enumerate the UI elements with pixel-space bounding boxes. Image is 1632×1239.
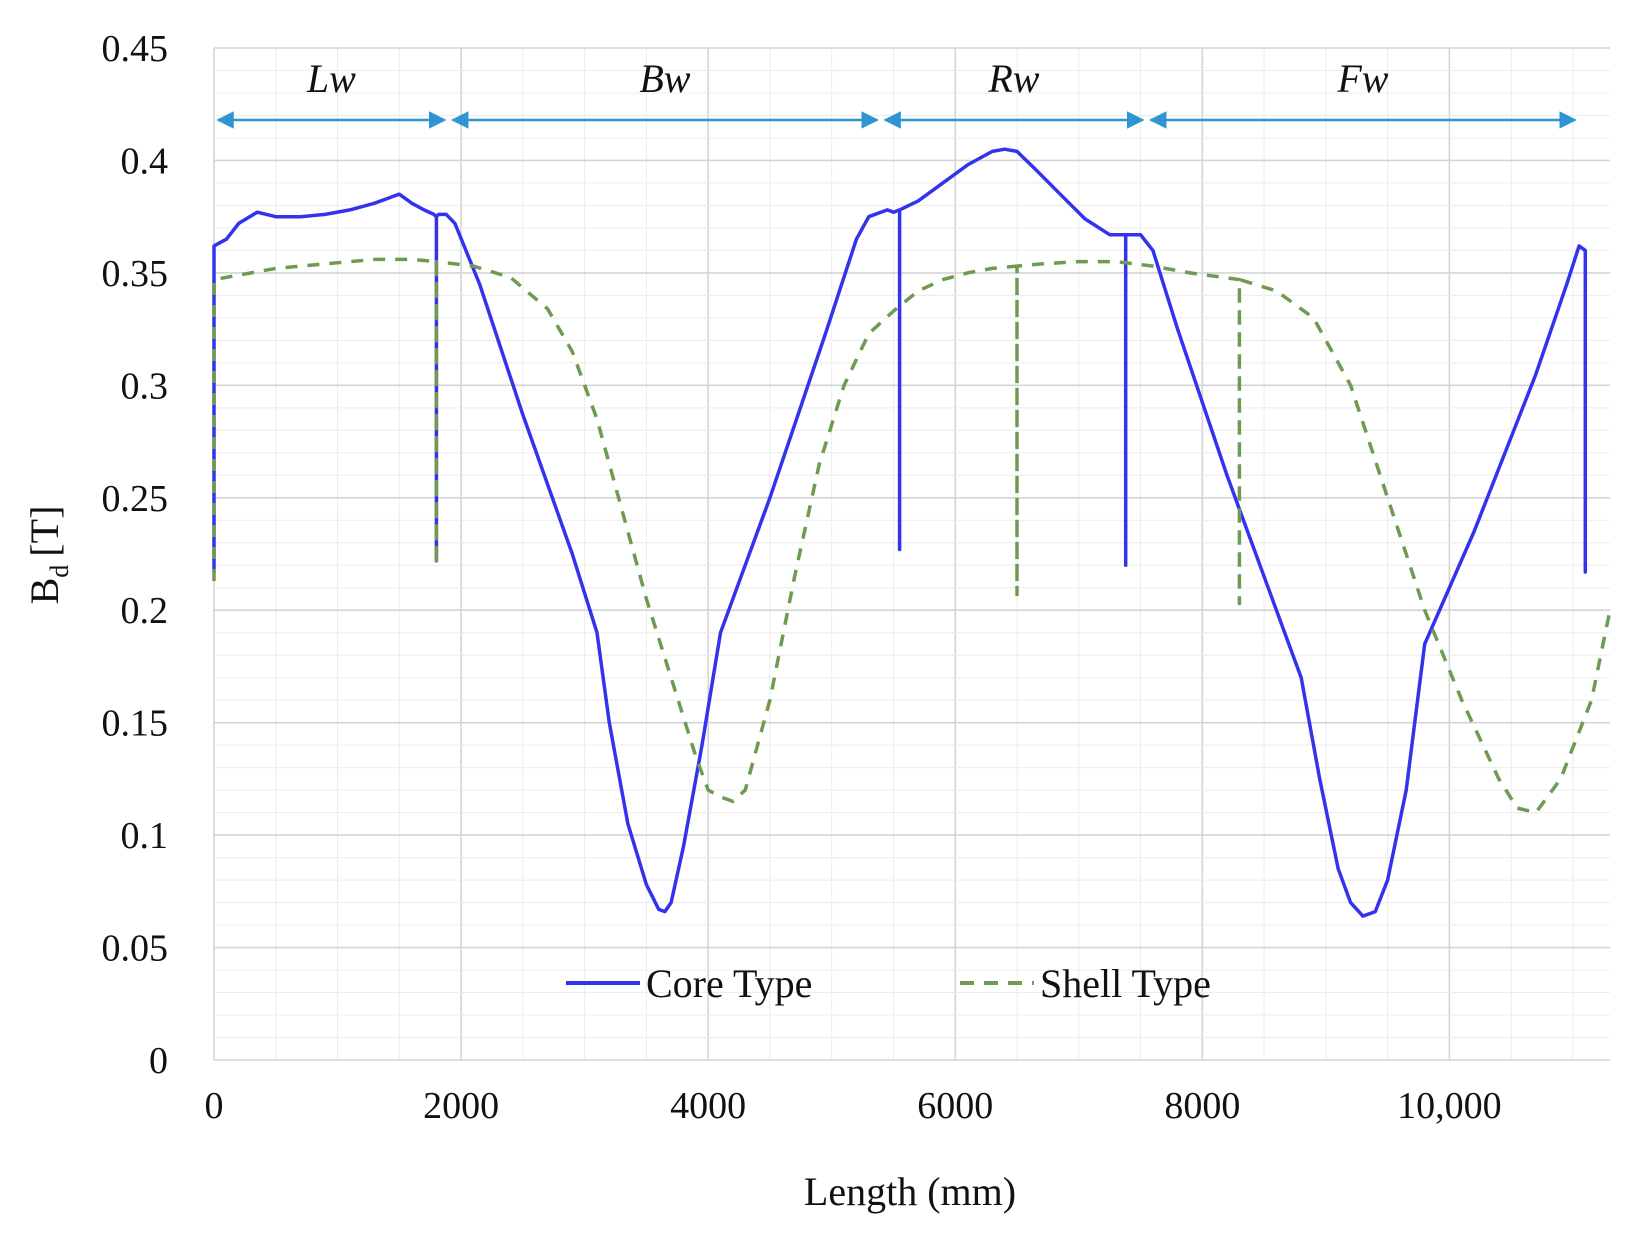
y-tick-label: 0 <box>149 1040 168 1082</box>
plot-background <box>214 48 1610 1060</box>
y-tick-label: 0.05 <box>102 928 169 970</box>
region-label-rw: Rw <box>987 56 1039 101</box>
region-label-fw: Fw <box>1336 56 1388 101</box>
y-tick-label: 0.1 <box>121 815 169 857</box>
x-axis-ticks: 0 2000 4000 6000 8000 10,000 <box>205 1085 1502 1127</box>
y-tick-label: 0.25 <box>102 478 169 520</box>
y-tick-label: 0.45 <box>102 28 169 70</box>
region-label-bw: Bw <box>639 56 690 101</box>
y-tick-label: 0.3 <box>121 365 169 407</box>
x-tick-label: 2000 <box>423 1085 499 1127</box>
y-axis-title-subscript: d <box>45 565 74 578</box>
y-axis-title-unit: [T] <box>22 506 67 557</box>
series-line-core-type <box>212 147 1588 918</box>
legend: Core Type Shell Type <box>566 961 1211 1006</box>
y-axis-title: Bd [T] <box>22 506 74 605</box>
grid <box>213 47 1610 1061</box>
legend-label-core-type: Core Type <box>646 961 812 1006</box>
x-tick-label: 6000 <box>917 1085 993 1127</box>
x-axis-title: Length (mm) <box>804 1169 1016 1214</box>
y-axis-title-main: B <box>22 578 67 605</box>
y-tick-label: 0.15 <box>102 703 169 745</box>
x-tick-label: 8000 <box>1164 1085 1240 1127</box>
x-tick-label: 4000 <box>670 1085 746 1127</box>
y-tick-label: 0.2 <box>121 590 169 632</box>
legend-label-shell-type: Shell Type <box>1040 961 1211 1006</box>
region-annotations: Lw Bw Rw Fw <box>216 56 1577 129</box>
region-label-lw: Lw <box>306 56 356 101</box>
x-tick-label: 0 <box>205 1085 224 1127</box>
y-tick-label: 0.35 <box>102 253 169 295</box>
x-tick-label: 10,000 <box>1397 1085 1502 1127</box>
series-lines <box>212 147 1612 918</box>
y-tick-label: 0.4 <box>121 140 169 182</box>
y-axis-ticks: 0 0.05 0.1 0.15 0.2 0.25 0.3 0.35 0.4 0.45 <box>102 28 169 1082</box>
